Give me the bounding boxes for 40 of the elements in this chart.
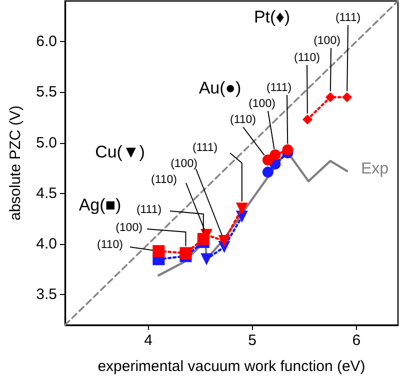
point [302,114,312,124]
point [262,154,274,166]
point [325,92,336,102]
y-tick-label: 5.0 [36,134,57,152]
annotation: Au(●) [198,78,242,98]
point [236,202,248,215]
annotation: (110) [230,114,256,126]
point [152,245,165,258]
annotation: (111) [136,204,162,216]
point [262,166,274,178]
point [342,92,352,102]
x-tick-label: 5 [248,332,256,349]
y-tick-label: 4.5 [36,184,57,202]
y-axis-title: absolute PZC (V) [7,105,24,221]
y-tick-label: 4.0 [36,236,57,252]
annotation: (110) [294,52,320,64]
point [200,253,213,266]
x-tick-label: 6 [352,332,361,349]
annotation: Pt(♦) [254,8,290,26]
annotation: (100) [170,158,198,170]
annotation: (111) [192,142,218,154]
annotation: (111) [266,82,292,94]
annotation: (100) [116,222,143,234]
annotation: (110) [97,239,124,251]
point [270,149,281,160]
point [282,144,294,156]
x-tick-label: 4 [144,332,152,349]
annotation: (110) [151,174,178,186]
point [180,247,192,260]
annotation: (111) [335,12,361,24]
annotation: Cu(▼) [95,142,145,162]
y-tick-label: 6.0 [36,33,57,50]
x-axis-title: experimental vacuum work function (eV) [98,358,366,375]
series-label: Exp [361,160,389,178]
y-tick-label: 5.5 [36,84,57,101]
annotation: Ag(■) [78,196,122,214]
annotation: (100) [248,98,276,110]
annotation: (100) [314,35,341,47]
point [218,234,230,247]
y-tick-label: 3.5 [36,286,57,304]
